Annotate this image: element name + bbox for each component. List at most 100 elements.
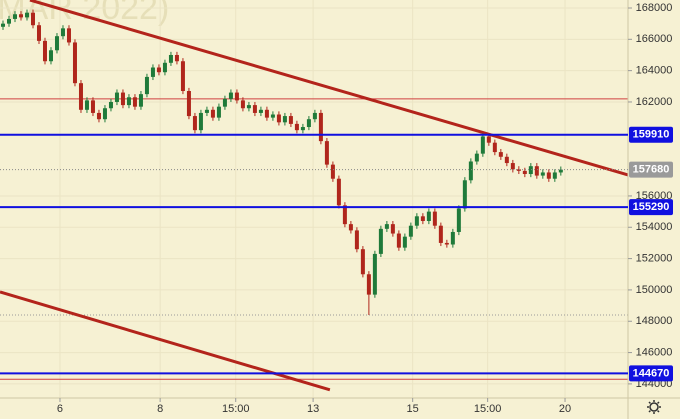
candle-body — [24, 12, 29, 18]
y-tick-label: 162000 — [636, 96, 673, 108]
candle-body — [288, 116, 293, 124]
x-tick-label: 13 — [307, 403, 319, 415]
candle-body — [324, 141, 329, 165]
candle-body — [60, 28, 65, 37]
candle-body — [6, 18, 11, 24]
candle-body — [552, 172, 557, 179]
candle-body — [90, 100, 95, 113]
candle-body — [180, 61, 185, 92]
x-tick-label: 15 — [407, 403, 419, 415]
trend-line — [29, 0, 629, 177]
plot-layer — [0, 0, 629, 398]
candle-body — [156, 67, 161, 73]
candle-body — [258, 109, 263, 113]
candle-body — [504, 156, 509, 164]
candle-body — [318, 112, 323, 142]
candle-body — [240, 100, 245, 109]
candle-body — [372, 253, 377, 295]
candle-body — [384, 224, 389, 229]
candle-body — [144, 76, 149, 95]
candle-body — [420, 216, 425, 222]
candle-body — [438, 225, 443, 243]
candle-body — [540, 172, 545, 176]
candle-body — [234, 92, 239, 101]
candle-body — [312, 112, 317, 120]
candle-body — [222, 98, 227, 107]
last-price-box — [629, 161, 673, 178]
candle-body — [294, 123, 299, 131]
candle-body — [0, 23, 5, 27]
candle-body — [186, 91, 191, 117]
candle-body — [102, 108, 107, 120]
candle-body — [492, 142, 497, 153]
candle-body — [114, 92, 119, 102]
candle-body — [414, 216, 419, 226]
candle-body — [408, 225, 413, 237]
candle-body — [252, 105, 257, 113]
candle-body — [72, 42, 77, 84]
candle-body — [462, 180, 467, 209]
candle-body — [84, 100, 89, 110]
y-tick-label: 148000 — [636, 315, 673, 327]
candle-body — [378, 228, 383, 254]
candle-body — [360, 249, 365, 275]
y-tick-label: 146000 — [636, 346, 673, 358]
candle-body — [432, 211, 437, 226]
candle-body — [228, 92, 233, 99]
candle-body — [162, 62, 167, 73]
x-tick-label: 15:00 — [222, 403, 250, 415]
candle-body — [480, 136, 485, 154]
candle-body — [426, 211, 431, 222]
y-tick-label: 154000 — [636, 221, 673, 233]
y-tick-label: 150000 — [636, 284, 673, 296]
candle-body — [210, 109, 215, 118]
candle-body — [30, 12, 35, 26]
level-label: 159910 — [633, 129, 670, 141]
settings-icon[interactable] — [647, 400, 661, 414]
candle-body — [120, 92, 125, 106]
candle-body — [150, 67, 155, 77]
candle-body — [546, 172, 551, 179]
candle-body — [516, 169, 521, 171]
level-label-box — [629, 365, 673, 382]
candle-body — [510, 163, 515, 170]
y-tick-label: 152000 — [636, 253, 673, 265]
gear-teeth[interactable] — [647, 400, 661, 414]
candle-body — [54, 36, 59, 51]
candle-body — [474, 153, 479, 162]
level-label-box — [629, 199, 673, 216]
candle-body — [42, 40, 47, 62]
candle-body — [402, 236, 407, 248]
candle-body — [282, 116, 287, 123]
y-tick-label: 156000 — [636, 190, 673, 202]
candle-body — [354, 230, 359, 250]
candle-body — [192, 116, 197, 131]
x-tick-label: 20 — [559, 403, 571, 415]
candle-body — [264, 109, 269, 118]
candle-body — [174, 54, 179, 62]
candle-body — [12, 14, 17, 19]
candle-body — [78, 83, 83, 110]
candle-body — [366, 274, 371, 295]
candle-body — [330, 164, 335, 179]
candle-body — [168, 54, 173, 63]
candle-body — [336, 178, 341, 206]
candle-body — [138, 94, 143, 107]
candle-body — [300, 127, 305, 131]
candle-body — [558, 169, 563, 173]
y-tick-label: 168000 — [636, 2, 673, 14]
candle-body — [246, 105, 251, 109]
candle-body — [522, 170, 527, 175]
candle-body — [270, 114, 275, 118]
candle-body — [342, 205, 347, 225]
candle-body — [18, 14, 23, 18]
y-tick-label: 164000 — [636, 65, 673, 77]
x-tick-label: 8 — [157, 403, 163, 415]
candle-body — [132, 97, 137, 107]
candle-body — [450, 231, 455, 245]
candle-body — [528, 166, 533, 175]
gear[interactable] — [649, 402, 659, 412]
candle-body — [498, 152, 503, 157]
